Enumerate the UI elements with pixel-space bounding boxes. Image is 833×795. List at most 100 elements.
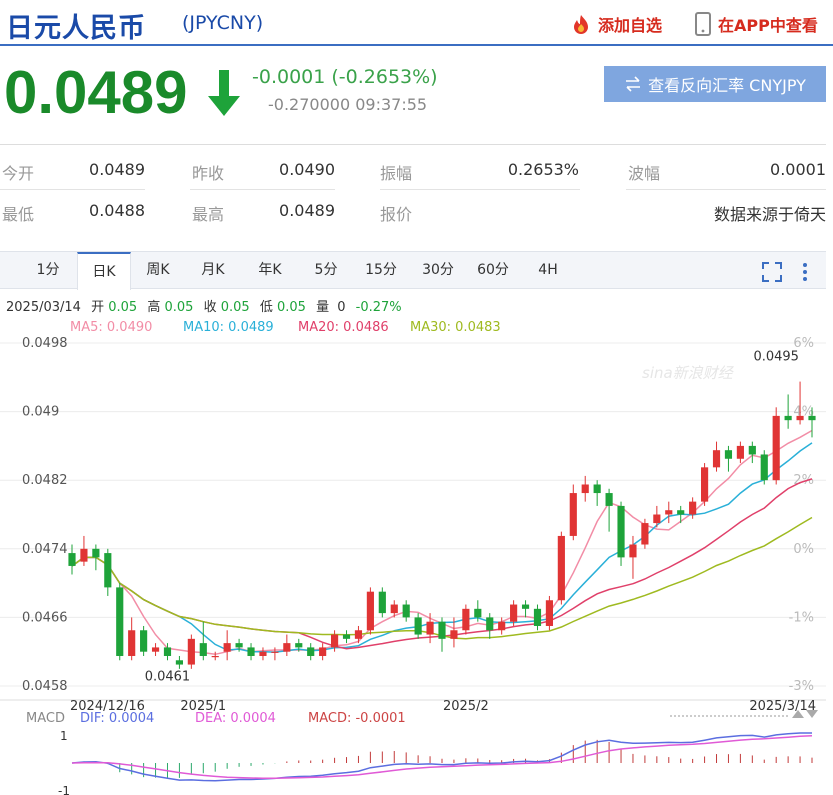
candle-body [390, 604, 398, 614]
candle-body [104, 553, 112, 588]
candle [701, 463, 709, 506]
candle [342, 630, 351, 644]
candle [331, 630, 339, 652]
info-close-label: 收 [204, 300, 217, 315]
tab-weekly[interactable]: 周K [146, 262, 170, 278]
y-tick-label: 0.0482 [22, 473, 68, 488]
tab-30min[interactable]: 30分 [422, 262, 454, 278]
candle [68, 544, 76, 575]
tab-4h[interactable]: 4H [538, 262, 558, 278]
more-options-icon[interactable] [800, 262, 810, 282]
candle [557, 531, 565, 605]
candle-body [271, 651, 279, 653]
candle [617, 501, 625, 566]
info-pct: -0.27% [356, 300, 402, 315]
dea-line [71, 734, 813, 779]
candle-body [163, 647, 172, 656]
period-tabs: 1分 日K 周K 月K 年K 5分 15分 30分 60分 4H [0, 251, 826, 290]
candle-body [426, 621, 434, 635]
stats-top-divider [0, 144, 826, 145]
candles [68, 381, 816, 669]
candle [760, 450, 768, 485]
ma5-legend: MA5: 0.0490 [70, 320, 152, 335]
candle [92, 544, 100, 571]
candle-body [712, 450, 721, 468]
candle-body [629, 544, 637, 558]
candle-body [653, 514, 661, 524]
stat-quote-label: 报价 [380, 205, 413, 224]
tab-monthly[interactable]: 月K [201, 262, 225, 278]
candle [521, 600, 530, 618]
candle-body [641, 523, 649, 545]
pct-tick-label: 6% [793, 336, 814, 351]
add-watch-button[interactable]: 添加自选 [570, 12, 662, 36]
candle [569, 484, 577, 541]
candle [724, 445, 733, 472]
tab-15min[interactable]: 15分 [365, 262, 397, 278]
candle [498, 617, 506, 635]
candle-body [211, 655, 219, 658]
candle-body [474, 608, 482, 618]
stat-amplitude-label: 振幅 [380, 164, 413, 183]
candle-body [677, 510, 685, 515]
fullscreen-icon[interactable] [762, 262, 782, 282]
candle-body [68, 553, 76, 566]
ma30-legend: MA30: 0.0483 [410, 320, 501, 335]
collapse-icon [792, 710, 804, 718]
candle-body [414, 617, 422, 635]
candle [199, 621, 207, 661]
candle-body [450, 630, 458, 639]
candle [307, 643, 315, 661]
view-in-app-label: 在APP中查看 [718, 16, 818, 35]
candle [605, 488, 613, 532]
candle-body [378, 591, 386, 614]
candle [438, 617, 446, 652]
tab-60min[interactable]: 60分 [477, 262, 509, 278]
y-tick-label: 0.0458 [22, 679, 68, 694]
y-tick-label: 0.049 [22, 405, 59, 420]
candle-body [151, 647, 160, 652]
candle [390, 600, 398, 618]
info-high-label: 高 [147, 299, 160, 315]
reverse-rate-label: 查看反向汇率 CNYJPY [648, 76, 806, 95]
x-axis-labels: 2024/12/16 2025/1 2025/2 2025/3/14 [70, 699, 816, 714]
candle [689, 497, 697, 519]
candle-body [808, 415, 816, 421]
stat-open-value: 0.0489 [89, 160, 145, 179]
candle [712, 441, 721, 472]
candle-body [486, 617, 494, 631]
info-vol-value: 0 [337, 300, 345, 315]
candle-body [748, 445, 756, 455]
tab-1min[interactable]: 1分 [36, 262, 60, 278]
candle [450, 617, 458, 648]
candle [259, 647, 267, 661]
macd-value-label: MACD: -0.0001 [308, 711, 406, 726]
annotation-label: 0.0461 [145, 669, 191, 684]
swap-icon [626, 76, 641, 92]
candle-body [402, 604, 410, 618]
stats-divider [626, 189, 826, 190]
tab-5min[interactable]: 5分 [314, 262, 338, 278]
candle-body [545, 600, 553, 626]
candle [665, 501, 673, 524]
tab-daily[interactable]: 日K [77, 252, 131, 290]
pct-tick-label: 0% [793, 542, 814, 557]
tab-yearly[interactable]: 年K [258, 262, 282, 278]
flame-icon [574, 15, 588, 34]
info-low-label: 低 [260, 300, 273, 315]
candle [104, 548, 112, 596]
kline-chart[interactable]: 2025/03/14 开 0.05 高 0.05 收 0.05 低 0.05 量… [0, 290, 833, 795]
candle [402, 600, 410, 622]
candle-body [533, 608, 542, 626]
candle-body [354, 630, 363, 639]
candle-body [701, 467, 709, 502]
pct-axis-labels: 6%4%2%0%-1%-3% [789, 336, 814, 694]
stat-high-label: 最高 [192, 205, 225, 224]
candle-body [736, 445, 744, 459]
reverse-rate-button[interactable]: 查看反向汇率 CNYJPY [604, 66, 826, 102]
svg-text:2025/03/14 开 0.05: 2025/03/14 开 0.05 高 0.05 收 0.05 低 0.05 量… [6, 299, 402, 315]
candle [175, 655, 183, 669]
macd-dea-label: DEA: 0.0004 [195, 711, 276, 726]
candle-body [784, 415, 792, 421]
view-in-app-button[interactable]: 在APP中查看 [694, 12, 818, 36]
